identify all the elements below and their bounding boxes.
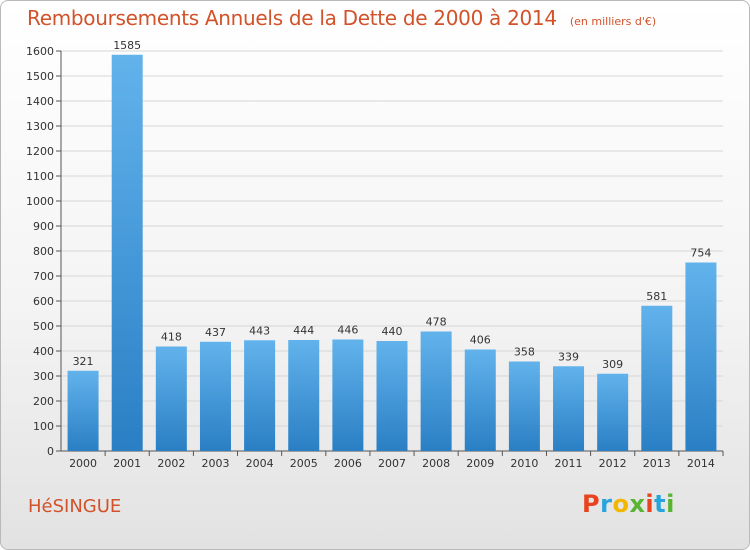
bar-2005 — [288, 340, 320, 451]
x-tick-label-2014: 2014 — [687, 457, 715, 470]
y-tick-label: 0 — [47, 445, 54, 458]
x-tick-label-2000: 2000 — [69, 457, 97, 470]
x-tick-label-2002: 2002 — [157, 457, 185, 470]
x-tick-label-2005: 2005 — [290, 457, 318, 470]
bar-2003 — [199, 341, 231, 451]
x-tick-label-2012: 2012 — [599, 457, 627, 470]
bar-2006 — [332, 339, 364, 451]
chart-title-text: Remboursements Annuels de la Dette de 20… — [27, 6, 557, 30]
data-label-2004: 443 — [249, 324, 270, 337]
data-label-2003: 437 — [205, 326, 226, 339]
bars — [67, 54, 717, 451]
x-tick-label-2013: 2013 — [643, 457, 671, 470]
data-label-2006: 446 — [337, 324, 358, 337]
x-tick-label-2011: 2011 — [555, 457, 583, 470]
x-tick-label-2010: 2010 — [510, 457, 538, 470]
y-tick-label: 1000 — [26, 195, 54, 208]
data-label-2009: 406 — [470, 334, 491, 347]
bar-2011 — [553, 366, 585, 451]
proxiti-logo: Proxiti — [582, 490, 675, 518]
x-tick-label-2001: 2001 — [113, 457, 141, 470]
y-tick-label: 900 — [33, 220, 54, 233]
bar-2000 — [67, 370, 99, 451]
y-tick-label: 1600 — [26, 45, 54, 58]
x-tick-label-2008: 2008 — [422, 457, 450, 470]
logo-letter: i — [666, 490, 675, 518]
y-tick-label: 1100 — [26, 170, 54, 183]
chart-title: Remboursements Annuels de la Dette de 20… — [27, 6, 656, 30]
bar-2010 — [508, 361, 540, 451]
logo-letter: o — [612, 490, 630, 518]
y-tick-label: 700 — [33, 270, 54, 283]
logo-letter: t — [654, 490, 667, 518]
y-tick-label: 800 — [33, 245, 54, 258]
y-tick-label: 1300 — [26, 120, 54, 133]
bar-2009 — [464, 349, 496, 451]
x-tick-label-2003: 2003 — [201, 457, 229, 470]
bar-2004 — [244, 340, 276, 451]
bar-2012 — [597, 373, 629, 451]
bar-2008 — [420, 331, 452, 451]
x-tick-label-2004: 2004 — [246, 457, 274, 470]
data-labels: 321 1585 418 437 443 444 446 440 478 406 358 339 309… — [73, 39, 712, 371]
x-tick-label-2009: 2009 — [466, 457, 494, 470]
axes: 0 100 200 300 400 500 600 700 800 900 1000 1100 1200… — [26, 45, 724, 470]
bar-2002 — [155, 346, 187, 451]
y-tick-label: 1400 — [26, 95, 54, 108]
logo-letter: P — [582, 490, 601, 518]
data-label-2002: 418 — [161, 331, 182, 344]
logo-letter: x — [629, 490, 646, 518]
bar-2013 — [641, 305, 673, 451]
y-tick-label: 200 — [33, 395, 54, 408]
y-tick-label: 1500 — [26, 70, 54, 83]
y-tick-label: 600 — [33, 295, 54, 308]
data-label-2007: 440 — [382, 325, 403, 338]
data-label-2011: 339 — [558, 350, 579, 363]
data-label-2010: 358 — [514, 346, 535, 359]
bar-2014 — [685, 262, 717, 451]
y-tick-label: 1200 — [26, 145, 54, 158]
x-tick-label-2007: 2007 — [378, 457, 406, 470]
bar-2007 — [376, 341, 408, 451]
logo-letter: r — [600, 490, 613, 518]
unit-note: (en milliers d'€) — [569, 15, 657, 28]
data-label-2014: 754 — [690, 247, 711, 260]
y-tick-label: 300 — [33, 370, 54, 383]
y-tick-label: 400 — [33, 345, 54, 358]
commune-name: HéSINGUE — [28, 496, 122, 517]
logo-letter: i — [645, 490, 655, 518]
y-tick-label: 500 — [33, 320, 54, 333]
data-label-2013: 581 — [646, 290, 667, 303]
bar-2001 — [111, 54, 143, 451]
data-label-2008: 478 — [426, 316, 447, 329]
data-label-2012: 309 — [602, 358, 623, 371]
x-tick-label-2006: 2006 — [334, 457, 362, 470]
data-label-2001: 1585 — [113, 39, 141, 52]
data-label-2000: 321 — [73, 355, 94, 368]
y-tick-label: 100 — [33, 420, 54, 433]
data-label-2005: 444 — [293, 324, 314, 337]
